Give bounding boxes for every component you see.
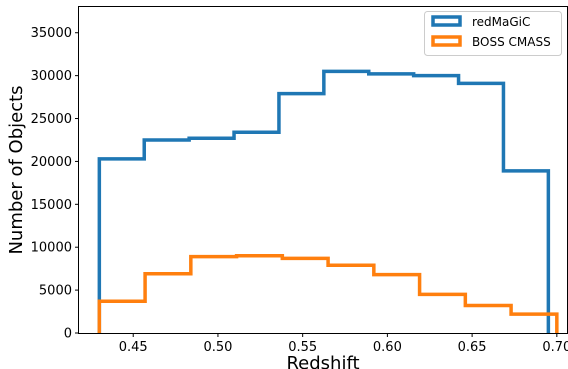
x-tick-label: 0.60 (373, 340, 402, 355)
legend-label: redMaGiC (472, 15, 530, 29)
x-tick-label: 0.50 (203, 340, 232, 355)
y-tick-label: 30000 (31, 69, 72, 84)
y-tick-label: 10000 (31, 241, 72, 256)
y-tick-label: 35000 (31, 26, 72, 41)
series-1-histogram (97, 254, 559, 333)
series-0-histogram (97, 69, 551, 333)
legend-swatch (431, 35, 462, 47)
y-axis: 0 5000 10000 15000 20000 25000 30000 35000 (31, 26, 79, 342)
x-tick-label: 0.70 (542, 340, 568, 355)
legend: redMaGiC BOSS CMASS (424, 11, 562, 56)
x-tick-label: 0.45 (119, 340, 148, 355)
y-tick-label: 5000 (39, 284, 72, 299)
series-layer (97, 69, 559, 333)
x-axis-title: Redshift (286, 353, 359, 369)
y-tick-label: 0 (64, 327, 72, 342)
x-tick-label: 0.65 (458, 340, 487, 355)
y-tick-label: 15000 (31, 198, 72, 213)
x-axis: 0.45 0.50 0.55 0.60 0.65 0.70 (119, 333, 568, 355)
y-tick-label: 20000 (31, 155, 72, 170)
y-tick-label: 25000 (31, 112, 72, 127)
y-axis-title: Number of Objects (6, 85, 27, 254)
legend-label: BOSS CMASS (472, 35, 551, 49)
x-tick-label: 0.55 (288, 340, 317, 355)
legend-swatch (431, 15, 462, 27)
